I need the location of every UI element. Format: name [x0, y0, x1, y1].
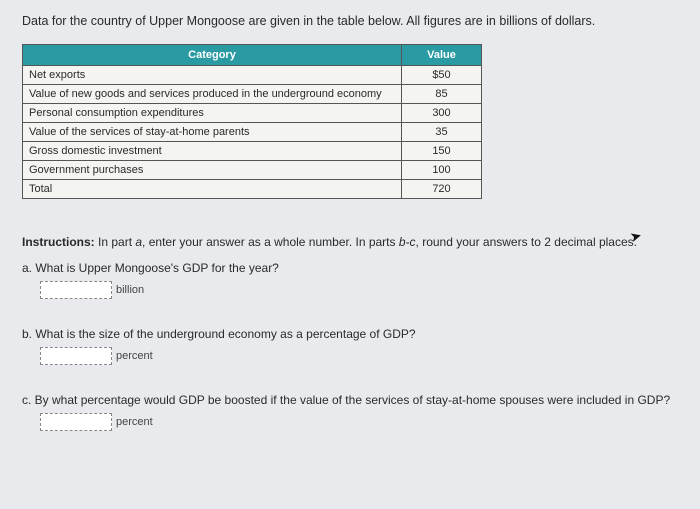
table-header-row: Category Value: [23, 45, 482, 66]
answer-input-c[interactable]: [40, 413, 112, 431]
question-a: a. What is Upper Mongoose's GDP for the …: [22, 261, 678, 299]
answer-input-b[interactable]: [40, 347, 112, 365]
unit-b: percent: [116, 350, 153, 362]
table-row: Total 720: [23, 180, 482, 199]
instructions-line: Instructions: In part a, enter your answ…: [22, 235, 678, 249]
question-c: c. By what percentage would GDP be boost…: [22, 393, 678, 431]
intro-text: Data for the country of Upper Mongoose a…: [22, 14, 678, 28]
cell-label: Value of new goods and services produced…: [23, 85, 402, 104]
table-row: Net exports $50: [23, 66, 482, 85]
table-row: Value of the services of stay-at-home pa…: [23, 123, 482, 142]
unit-a: billion: [116, 284, 144, 296]
instructions-bc: b-c: [399, 235, 416, 249]
instructions-text1: In part: [95, 235, 136, 249]
question-a-text: a. What is Upper Mongoose's GDP for the …: [22, 261, 678, 275]
cell-label: Value of the services of stay-at-home pa…: [23, 123, 402, 142]
table-row: Gross domestic investment 150: [23, 142, 482, 161]
unit-c: percent: [116, 416, 153, 428]
cell-label: Government purchases: [23, 161, 402, 180]
cell-value: 720: [402, 180, 482, 199]
cell-label: Total: [23, 180, 402, 199]
answer-row-a: billion: [40, 281, 678, 299]
answer-row-c: percent: [40, 413, 678, 431]
question-b-text: b. What is the size of the underground e…: [22, 327, 678, 341]
header-category: Category: [23, 45, 402, 66]
cell-value: $50: [402, 66, 482, 85]
table-row: Personal consumption expenditures 300: [23, 104, 482, 123]
cell-label: Personal consumption expenditures: [23, 104, 402, 123]
table-row: Value of new goods and services produced…: [23, 85, 482, 104]
answer-row-b: percent: [40, 347, 678, 365]
cell-value: 35: [402, 123, 482, 142]
answer-input-a[interactable]: [40, 281, 112, 299]
cell-value: 150: [402, 142, 482, 161]
question-b: b. What is the size of the underground e…: [22, 327, 678, 365]
instructions-prefix: Instructions:: [22, 235, 95, 249]
cell-value: 85: [402, 85, 482, 104]
table-row: Government purchases 100: [23, 161, 482, 180]
instructions-text2: , enter your answer as a whole number. I…: [142, 235, 399, 249]
cell-value: 100: [402, 161, 482, 180]
header-value: Value: [402, 45, 482, 66]
instructions-text3: , round your answers to 2 decimal places…: [416, 235, 637, 249]
cell-label: Gross domestic investment: [23, 142, 402, 161]
cell-value: 300: [402, 104, 482, 123]
cell-label: Net exports: [23, 66, 402, 85]
question-c-text: c. By what percentage would GDP be boost…: [22, 393, 678, 407]
worksheet-page: Data for the country of Upper Mongoose a…: [0, 0, 700, 445]
data-table: Category Value Net exports $50 Value of …: [22, 44, 482, 199]
